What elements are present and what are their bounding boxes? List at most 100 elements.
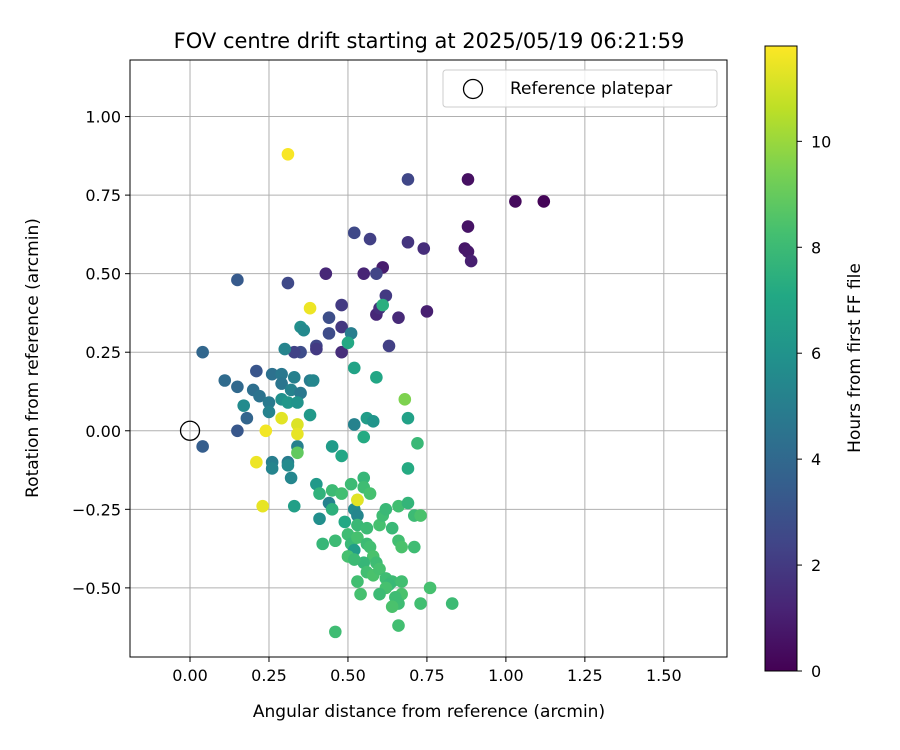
colorbar-tick-label: 6	[811, 344, 821, 363]
data-point	[370, 267, 383, 280]
data-point	[306, 374, 320, 387]
data-point	[366, 415, 380, 428]
data-point	[335, 487, 348, 500]
y-tick-label: 1.00	[85, 108, 121, 127]
data-point	[281, 276, 295, 290]
data-point	[347, 418, 361, 431]
colorbar	[764, 45, 798, 672]
data-point	[351, 518, 364, 532]
data-point	[275, 377, 288, 390]
legend-label: Reference platepar	[510, 79, 672, 99]
data-point	[373, 562, 386, 576]
data-point	[401, 462, 415, 475]
data-point	[262, 396, 276, 409]
data-point	[357, 267, 371, 280]
data-point	[237, 399, 251, 412]
y-axis-ticks: −0.50 −0.25 0.00 0.25 0.50 0.75 1.00	[72, 108, 130, 598]
data-point	[291, 427, 304, 441]
data-point	[341, 336, 355, 350]
data-point	[284, 471, 298, 485]
data-point	[347, 226, 361, 240]
data-point	[278, 342, 292, 356]
legend: Reference platepar	[442, 69, 718, 108]
data-point	[351, 493, 364, 507]
data-point	[395, 575, 408, 588]
x-tick-label: 1.25	[567, 666, 603, 685]
plot-frame	[129, 59, 728, 658]
data-point	[537, 195, 551, 208]
data-point	[262, 405, 276, 419]
data-point	[297, 323, 311, 337]
data-point	[351, 509, 364, 522]
data-point	[322, 311, 336, 324]
data-point	[335, 298, 348, 312]
data-point	[411, 437, 424, 450]
chart-title: FOV centre drift starting at 2025/05/19 …	[174, 29, 685, 53]
data-point	[275, 367, 288, 381]
x-axis-ticks: 0.00 0.25 0.50 0.75 1.00 1.25 1.50	[172, 657, 682, 685]
data-point	[335, 449, 348, 463]
data-point	[395, 540, 408, 554]
data-point	[291, 418, 304, 431]
data-point	[347, 361, 361, 375]
data-point	[325, 440, 339, 453]
data-point	[351, 531, 364, 544]
data-point	[319, 267, 333, 280]
data-point	[398, 393, 412, 406]
legend-box	[442, 69, 718, 108]
data-point	[265, 367, 279, 381]
data-point	[303, 408, 317, 422]
data-point	[461, 173, 475, 186]
colorbar-label: Hours from first FF file	[845, 263, 865, 453]
data-point	[420, 305, 434, 318]
data-point	[382, 339, 396, 353]
data-point	[310, 342, 323, 356]
data-point	[287, 345, 301, 359]
colorbar-tick-label: 0	[811, 662, 821, 681]
data-point	[354, 587, 367, 601]
data-point	[231, 273, 244, 287]
data-point	[287, 371, 301, 384]
data-point	[376, 298, 389, 312]
data-point	[357, 430, 371, 444]
data-point	[392, 619, 405, 632]
colorbar-tick-label: 2	[811, 556, 821, 575]
data-point	[313, 512, 326, 526]
data-point	[461, 220, 475, 233]
data-points	[196, 147, 551, 639]
data-point	[322, 327, 336, 340]
data-point	[401, 496, 415, 510]
data-point	[360, 521, 374, 535]
data-point	[259, 424, 273, 438]
data-point	[196, 440, 209, 453]
data-point	[464, 254, 478, 268]
data-point	[325, 503, 339, 516]
data-point	[370, 371, 383, 384]
data-point	[291, 446, 304, 460]
data-point	[414, 509, 427, 522]
data-point	[218, 374, 232, 387]
data-point	[509, 195, 522, 208]
data-point	[351, 575, 364, 588]
data-point	[335, 345, 348, 359]
data-point	[316, 537, 329, 551]
data-point	[196, 345, 209, 359]
data-point	[401, 235, 415, 249]
grid-lines	[130, 60, 727, 657]
x-tick-label: 0.25	[251, 666, 287, 685]
data-point	[407, 540, 421, 554]
data-point	[303, 301, 317, 315]
data-point	[363, 232, 377, 246]
data-point	[281, 396, 295, 409]
y-tick-label: 0.00	[85, 422, 121, 441]
data-point	[325, 484, 339, 497]
y-axis-label: Rotation from reference (arcmin)	[23, 218, 43, 498]
data-point	[445, 597, 459, 610]
data-point	[250, 455, 263, 469]
reference-platepar-marker	[179, 420, 201, 441]
data-point	[373, 587, 386, 601]
y-tick-label: 0.50	[85, 265, 121, 284]
data-point	[231, 380, 244, 394]
x-tick-label: 1.00	[488, 666, 524, 685]
